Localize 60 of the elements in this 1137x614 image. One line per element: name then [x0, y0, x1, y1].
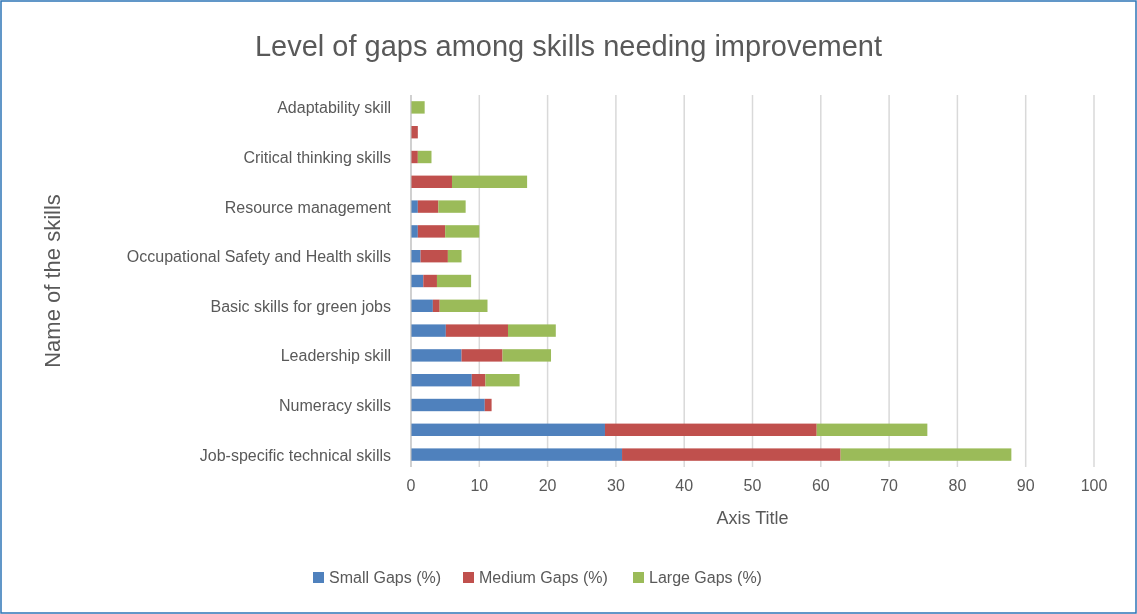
bar: [507, 324, 556, 337]
bar: [420, 250, 448, 263]
y-axis-title: Name of the skills: [40, 194, 65, 368]
y-tick-label: Leadership skill: [280, 347, 391, 365]
bar: [445, 324, 508, 337]
x-tick-label: 90: [1016, 477, 1035, 494]
bar: [502, 349, 552, 362]
bar: [485, 374, 520, 387]
bar: [411, 225, 418, 238]
bar: [484, 398, 492, 412]
bar: [417, 200, 439, 213]
y-tick-label: Occupational Safety and Health skills: [126, 248, 391, 266]
bar: [432, 299, 440, 312]
x-axis-title: Axis Title: [716, 508, 789, 528]
bar: [411, 398, 485, 412]
bar: [423, 274, 437, 288]
legend-label: Medium Gaps (%): [479, 569, 608, 586]
y-tick-label: Job-specific technical skills: [199, 446, 391, 464]
x-tick-label: 0: [406, 477, 416, 494]
bar: [411, 423, 605, 436]
legend-label: Small Gaps (%): [329, 569, 442, 586]
bar: [411, 101, 425, 114]
bar: [417, 150, 432, 164]
x-tick-label: 70: [880, 477, 899, 494]
chart-title: Level of gaps among skills needing improvement: [254, 30, 883, 62]
bar: [417, 225, 446, 238]
y-tick-label: Adaptability skill: [277, 99, 391, 117]
bar: [445, 225, 480, 238]
bar: [451, 175, 528, 188]
bar: [471, 374, 486, 387]
x-tick-label: 100: [1080, 477, 1108, 494]
bar: [622, 448, 841, 461]
bar: [411, 175, 452, 188]
bar: [411, 448, 623, 461]
bar: [411, 250, 421, 263]
bar: [438, 200, 466, 213]
x-tick-label: 10: [470, 477, 489, 494]
y-tick-label: Numeracy skills: [278, 397, 391, 414]
x-tick-label: 40: [675, 477, 694, 494]
bar: [816, 423, 928, 436]
bar: [411, 374, 472, 387]
bar: [461, 349, 503, 362]
x-tick-label: 50: [743, 477, 762, 494]
bar: [840, 448, 1012, 461]
x-tick-label: 30: [607, 477, 625, 494]
bar: [411, 349, 462, 362]
y-tick-label: Critical thinking skills: [243, 149, 391, 166]
x-tick-label: 60: [811, 477, 830, 494]
x-tick-label: 20: [538, 477, 557, 494]
bar: [439, 299, 488, 312]
legend-label: Large Gaps (%): [649, 569, 762, 586]
bar: [411, 200, 418, 213]
y-tick-label: Resource management: [224, 198, 392, 216]
y-tick-label: Basic skills for green jobs: [210, 297, 391, 315]
bar: [411, 299, 433, 312]
bar: [604, 423, 817, 436]
bar: [411, 324, 446, 337]
bar: [447, 250, 462, 263]
x-tick-label: 80: [948, 477, 967, 494]
bar: [436, 274, 472, 288]
